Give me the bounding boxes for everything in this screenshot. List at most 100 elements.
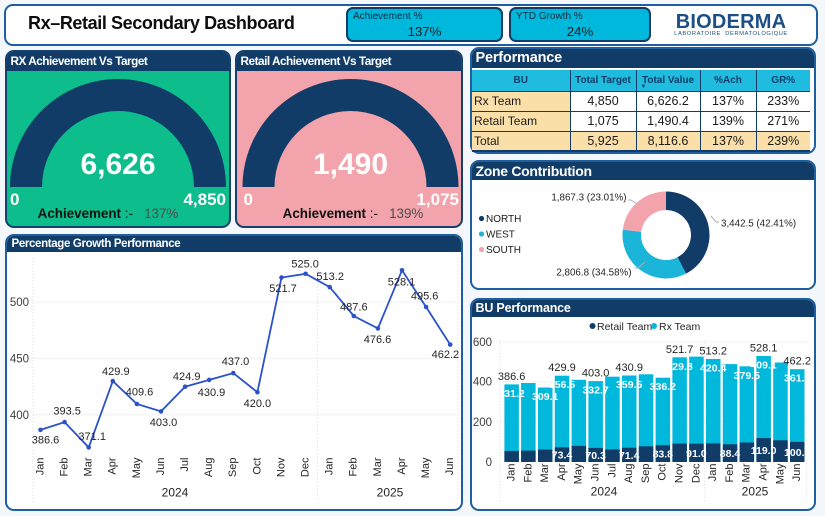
svg-text:513.2: 513.2 <box>316 271 344 283</box>
svg-text:Jun: Jun <box>444 458 456 476</box>
svg-text:Retail Team: Retail Team <box>597 321 653 333</box>
svg-text:429.9: 429.9 <box>102 366 130 378</box>
svg-text:May: May <box>420 457 432 478</box>
svg-text:409.6: 409.6 <box>126 387 154 399</box>
svg-text:2,806.8 (34.58%): 2,806.8 (34.58%) <box>556 268 631 279</box>
svg-text:0: 0 <box>244 190 253 209</box>
svg-text:403.0: 403.0 <box>150 417 178 429</box>
svg-text:513.2: 513.2 <box>699 346 727 358</box>
svg-text:309.1: 309.1 <box>532 391 558 403</box>
svg-text:336.2: 336.2 <box>650 381 676 393</box>
svg-text:403.0: 403.0 <box>582 368 610 380</box>
svg-text:83.8: 83.8 <box>653 449 674 461</box>
svg-text:Dec: Dec <box>300 457 312 477</box>
svg-text:Oct: Oct <box>657 464 669 481</box>
svg-text:Jan: Jan <box>707 464 719 482</box>
svg-text:521.7: 521.7 <box>269 283 297 295</box>
svg-text:359.5: 359.5 <box>616 379 642 391</box>
svg-text:Sep: Sep <box>640 464 652 484</box>
svg-text:Apr: Apr <box>396 457 408 474</box>
svg-text:525.0: 525.0 <box>291 258 319 270</box>
svg-text:Mar: Mar <box>83 457 95 476</box>
svg-text:Apr: Apr <box>556 463 568 480</box>
svg-text:SOUTH: SOUTH <box>486 245 521 256</box>
svg-text:462.2: 462.2 <box>783 356 811 368</box>
svg-text:Nov: Nov <box>674 463 686 483</box>
svg-text:100.3: 100.3 <box>784 447 810 459</box>
svg-text:Sep: Sep <box>227 458 239 478</box>
svg-text:70.3: 70.3 <box>585 450 606 462</box>
svg-text:361.9: 361.9 <box>784 373 810 385</box>
svg-text:409.1: 409.1 <box>750 360 776 372</box>
svg-text:Aug: Aug <box>203 458 215 478</box>
svg-text:Mar: Mar <box>539 463 551 482</box>
svg-text:450: 450 <box>10 353 29 365</box>
svg-text:Achievement :- 139%: Achievement :- 139% <box>283 206 424 221</box>
svg-text:0: 0 <box>486 457 492 469</box>
svg-text:500: 500 <box>10 297 29 309</box>
svg-text:NORTH: NORTH <box>486 214 521 225</box>
svg-text:495.6: 495.6 <box>411 291 439 303</box>
svg-text:476.6: 476.6 <box>364 334 392 346</box>
svg-text:379.5: 379.5 <box>734 370 760 382</box>
svg-text:Feb: Feb <box>724 464 736 483</box>
svg-text:462.2: 462.2 <box>432 349 460 361</box>
svg-text:Feb: Feb <box>348 458 360 477</box>
svg-text:424.9: 424.9 <box>173 371 201 383</box>
svg-text:Dec: Dec <box>690 463 702 483</box>
svg-text:437.0: 437.0 <box>222 356 250 368</box>
svg-text:386.6: 386.6 <box>498 371 526 383</box>
svg-text:119.0: 119.0 <box>751 445 777 457</box>
svg-text:2024: 2024 <box>591 485 618 499</box>
svg-text:Mar: Mar <box>741 463 753 482</box>
svg-text:Feb: Feb <box>522 464 534 483</box>
svg-text:Apr: Apr <box>758 463 770 480</box>
svg-text:91.0: 91.0 <box>686 448 707 460</box>
svg-text:Jul: Jul <box>606 464 618 478</box>
svg-text:Achievement :- 137%: Achievement :- 137% <box>38 206 179 221</box>
svg-text:Oct: Oct <box>251 458 263 475</box>
svg-text:Feb: Feb <box>59 458 71 477</box>
svg-text:1,490: 1,490 <box>313 148 388 181</box>
svg-text:200: 200 <box>473 417 492 429</box>
svg-text:400: 400 <box>10 410 29 422</box>
svg-text:528.1: 528.1 <box>388 277 416 289</box>
svg-text:Rx Team: Rx Team <box>659 321 700 333</box>
svg-text:2024: 2024 <box>162 486 189 500</box>
svg-text:4,850: 4,850 <box>183 190 226 209</box>
svg-text:Jun: Jun <box>590 464 602 482</box>
svg-text:371.1: 371.1 <box>78 431 106 443</box>
svg-text:71.4: 71.4 <box>619 450 640 462</box>
svg-text:Jan: Jan <box>34 458 46 476</box>
svg-text:0: 0 <box>10 190 19 209</box>
svg-text:400: 400 <box>473 377 492 389</box>
svg-text:Jul: Jul <box>179 458 191 472</box>
svg-text:May: May <box>573 463 585 484</box>
svg-text:429.9: 429.9 <box>548 362 576 374</box>
svg-text:331.2: 331.2 <box>498 388 524 400</box>
svg-text:Jun: Jun <box>155 458 167 476</box>
svg-text:Apr: Apr <box>107 457 119 474</box>
svg-text:May: May <box>131 457 143 478</box>
svg-text:3,442.5 (42.41%): 3,442.5 (42.41%) <box>721 219 796 230</box>
svg-text:420.0: 420.0 <box>244 398 272 410</box>
svg-text:521.7: 521.7 <box>666 344 694 356</box>
svg-text:Mar: Mar <box>372 457 384 476</box>
svg-text:393.5: 393.5 <box>53 405 81 417</box>
svg-text:430.9: 430.9 <box>615 362 643 374</box>
svg-text:1,867.3 (23.01%): 1,867.3 (23.01%) <box>551 193 626 204</box>
svg-text:88.4: 88.4 <box>720 448 741 460</box>
svg-text:430.9: 430.9 <box>198 387 226 399</box>
svg-text:528.1: 528.1 <box>750 343 778 355</box>
svg-text:2025: 2025 <box>742 485 769 499</box>
svg-text:73.4: 73.4 <box>552 450 573 462</box>
svg-text:420.4: 420.4 <box>700 363 726 375</box>
svg-text:Jun: Jun <box>791 464 803 482</box>
svg-text:6,626: 6,626 <box>80 148 155 181</box>
svg-text:600: 600 <box>473 337 492 349</box>
svg-text:May: May <box>774 463 786 484</box>
svg-text:Nov: Nov <box>275 457 287 477</box>
svg-text:386.6: 386.6 <box>32 434 60 446</box>
svg-text:Jan: Jan <box>506 463 518 481</box>
svg-text:Jan: Jan <box>324 458 336 476</box>
